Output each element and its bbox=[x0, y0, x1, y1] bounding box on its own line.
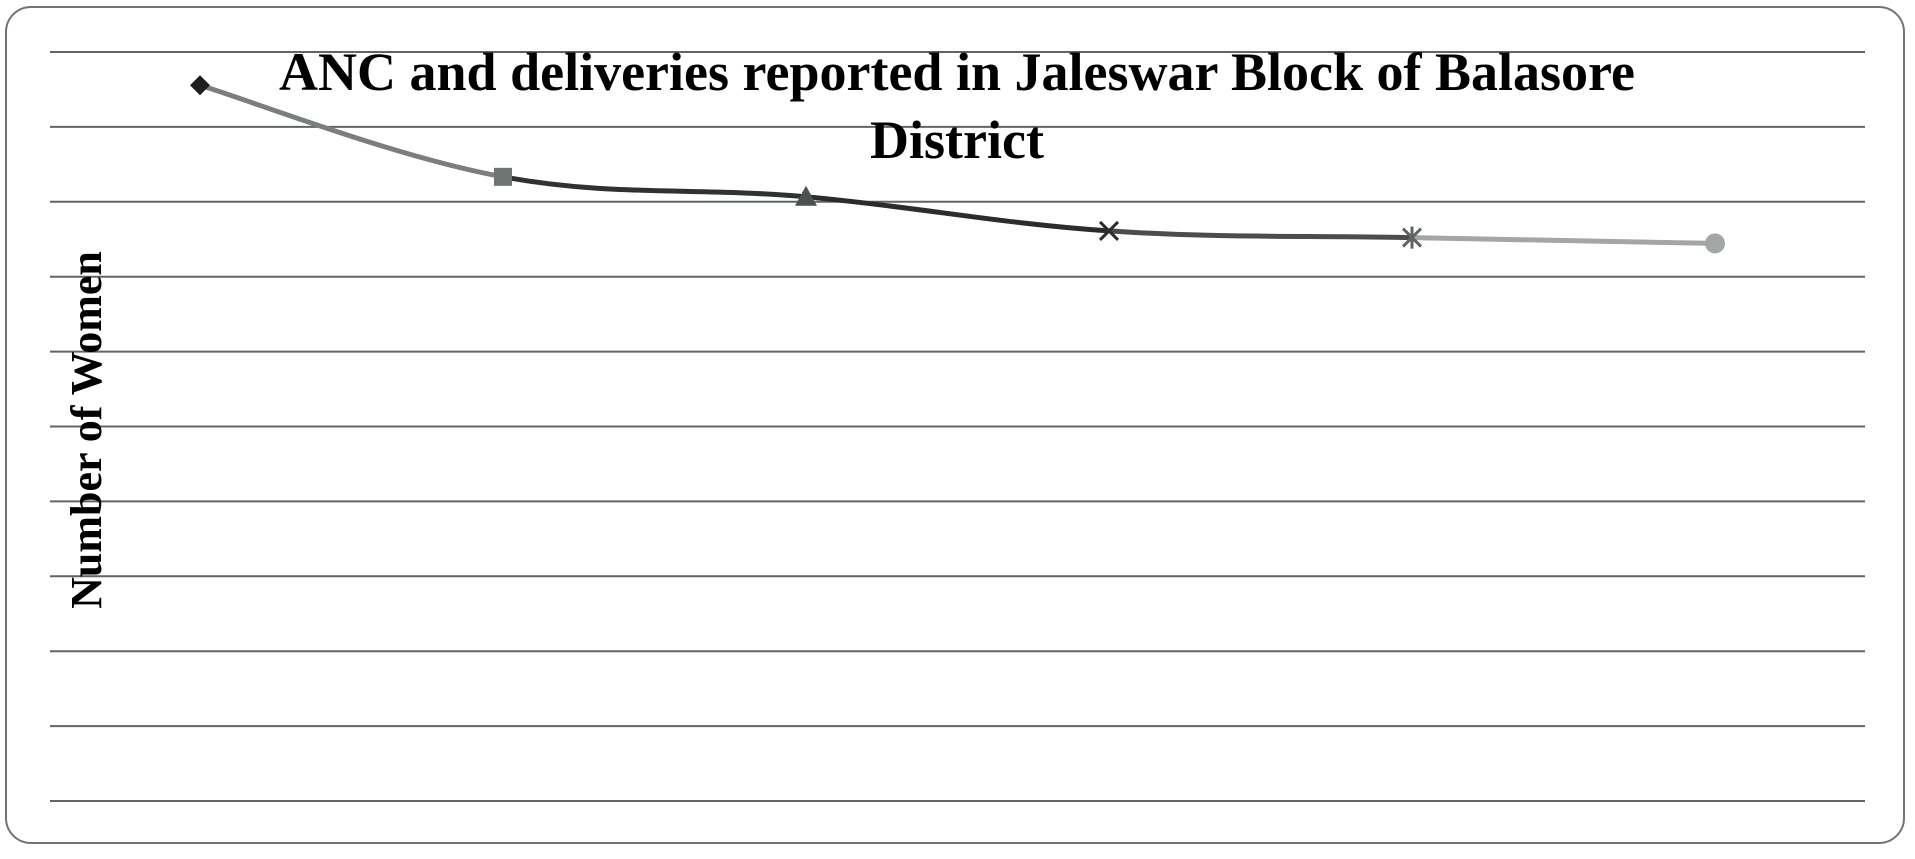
series-line-segment bbox=[500, 174, 809, 200]
data-point-square bbox=[494, 167, 512, 186]
data-point-diamond bbox=[190, 75, 210, 96]
series-markers bbox=[190, 75, 1725, 254]
series-line-segment bbox=[1106, 228, 1415, 241]
data-point-star bbox=[1401, 226, 1423, 249]
y-axis-label: Number of Women bbox=[62, 251, 111, 609]
series-line bbox=[197, 82, 1718, 246]
series-line-segment bbox=[1409, 235, 1718, 246]
data-point-circle bbox=[1705, 233, 1725, 254]
data-point-triangle bbox=[795, 185, 817, 206]
chart-frame bbox=[5, 6, 1905, 844]
series-line-segment bbox=[197, 82, 506, 180]
gridlines bbox=[50, 51, 1865, 802]
chart-title-line-2: District bbox=[870, 110, 1044, 170]
data-point-x bbox=[1098, 220, 1120, 241]
series-line-segment bbox=[803, 194, 1112, 234]
chart-title-line-1: ANC and deliveries reported in Jaleswar … bbox=[279, 42, 1635, 102]
